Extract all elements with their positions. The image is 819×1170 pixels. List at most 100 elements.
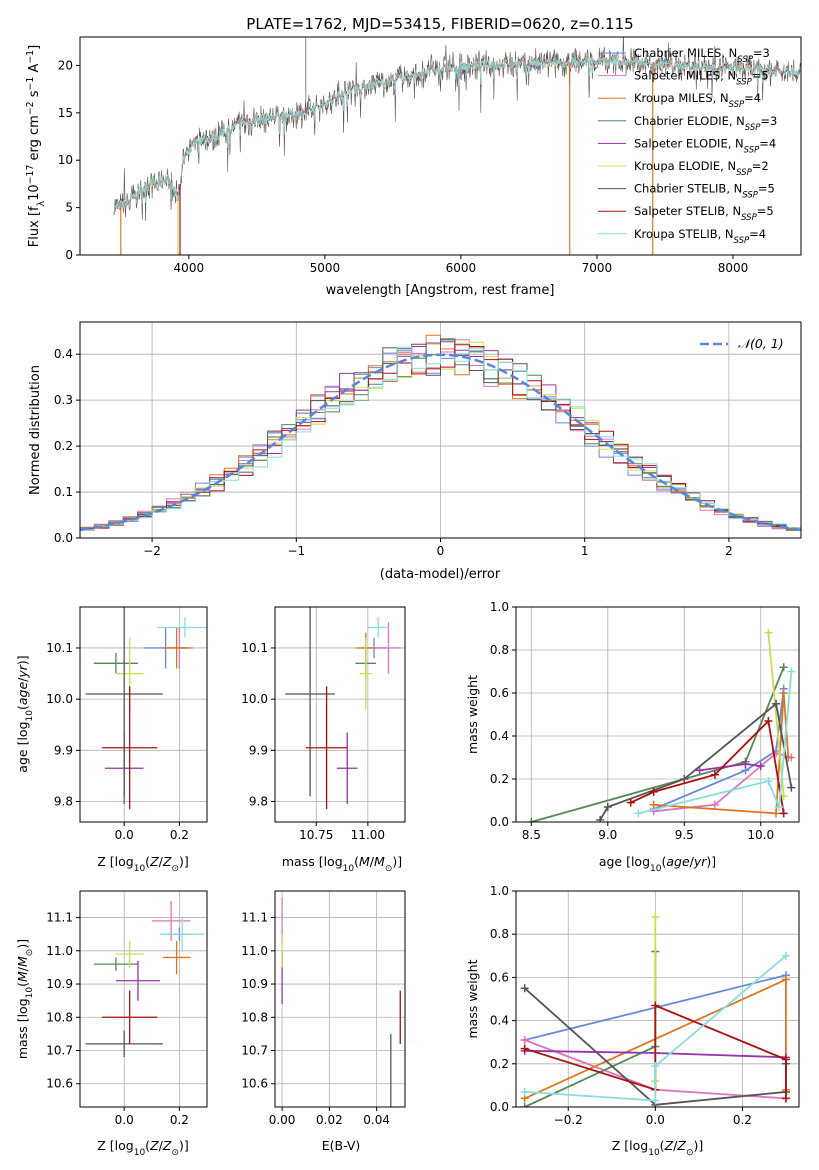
weight-marker-kroupa-stelib	[651, 1096, 660, 1105]
weight-marker-chabrier-elodie	[520, 1103, 529, 1107]
legend-text-sub: SSP	[741, 213, 757, 223]
weight-marker-salpeter-stelib	[781, 1094, 790, 1103]
figure-title: PLATE=1762, MJD=53415, FIBERID=0620, z=0…	[246, 15, 633, 33]
x-axis-label-part: ⊙	[385, 864, 393, 874]
x-axis-label-part: (	[145, 854, 150, 869]
weight-marker-kroupa-stelib	[634, 809, 643, 818]
weight-line-kroupa-stelib	[638, 671, 793, 815]
x-tick-label: 0.0	[646, 1113, 665, 1127]
legend-entry-kroupa-miles: Kroupa MILES, NSSP=4	[634, 91, 761, 110]
y-tick-label: 15	[58, 106, 73, 120]
y-axis-label-part: s	[27, 90, 42, 101]
weight-marker-kroupa-miles	[781, 975, 790, 984]
plot-area	[281, 897, 401, 1107]
y-tick-label: 0.4	[490, 729, 509, 743]
y-axis-label-part: (	[15, 982, 30, 987]
legend-text-base: Salpeter ELODIE, N	[634, 136, 744, 150]
error-point-kroupa-miles	[162, 627, 191, 669]
y-tick-label: 0.6	[490, 970, 509, 984]
y-axis-label-part: ]	[27, 45, 42, 50]
x-axis-label-part: Z [log	[97, 1138, 133, 1153]
y-tick-label: 10.9	[241, 977, 268, 991]
y-tick-label: 10.6	[241, 1077, 268, 1091]
weight-marker-salpeter-stelib	[764, 716, 773, 725]
legend-text-tail: =4	[759, 136, 776, 150]
weight-line-kroupa-elodie	[767, 632, 785, 797]
x-axis-label-part: M	[374, 854, 385, 869]
normal-curve	[80, 353, 801, 532]
legend-text-sub: SSP	[737, 55, 753, 65]
weight-marker-kroupa-elodie	[764, 628, 773, 637]
error-point-salpeter-stelib	[102, 686, 158, 810]
legend-text-tail: =5	[752, 69, 769, 83]
x-axis-label-part: )]	[392, 854, 402, 869]
x-axis-label-part: M	[359, 854, 370, 869]
x-tick-label: 9.0	[598, 828, 617, 842]
y-tick-label: 10	[58, 153, 73, 167]
weight-marker-chabrier-stelib	[787, 783, 796, 792]
x-axis-label-part: (	[660, 1138, 665, 1153]
x-axis-label-part: )]	[179, 1138, 189, 1153]
plot-area	[80, 334, 801, 533]
y-tick-label: 10.9	[46, 977, 73, 991]
x-axis-label: age [log10(age/yr)]	[599, 854, 716, 874]
legend-text-tail: =5	[758, 182, 775, 196]
x-tick-label: −0.2	[554, 1113, 583, 1127]
y-tick-label: 11.1	[241, 911, 268, 925]
plot-area	[520, 912, 790, 1107]
plot-frame	[274, 606, 406, 823]
plot-area	[85, 900, 205, 1058]
x-tick-label: 0.2	[170, 828, 189, 842]
weight-marker-kroupa-stelib	[651, 1061, 660, 1070]
y-axis-label: Normed distribution	[28, 365, 43, 495]
residual-histogram-panel: 𝒩(0, 1) −2 −1 0 1 2 0.0 0.1 0.2 0.3 0.4 (data-model…	[28, 321, 802, 582]
mass-vs-reddening-panel: 0.00 0.02 0.04 10.6 10.7 10.8 10.9 11.0 11.1 E(B-…	[241, 890, 406, 1153]
legend-text-base: Kroupa ELODIE, N	[634, 159, 736, 173]
x-axis-label-part: 10	[650, 864, 662, 874]
x-axis-label-part: ⊙	[171, 864, 179, 874]
legend-entry-kroupa-elodie: Kroupa ELODIE, NSSP=2	[634, 159, 769, 178]
weight-marker-kroupa-stelib	[764, 777, 773, 786]
y-axis-label-part: 10	[25, 710, 35, 722]
y-tick-label: 10.0	[46, 692, 73, 706]
error-point-salpeter-elodie	[336, 732, 358, 805]
y-axis-label-part: −2	[25, 101, 36, 115]
y-axis-label: Flux [fλ10−17 erg cm−2 s−1 A−1]	[25, 45, 47, 247]
x-axis-label-part: Z	[162, 854, 172, 869]
y-tick-label: 0.0	[54, 531, 73, 545]
error-point-salpeter-elodie	[115, 960, 161, 1001]
legend-text-base: Chabrier ELODIE, N	[634, 114, 745, 128]
y-tick-label: 11.1	[46, 911, 73, 925]
legend-text-base: Salpeter MILES, N	[634, 69, 736, 83]
y-axis-label-part: −17	[25, 165, 36, 185]
legend-text-tail: =2	[752, 159, 769, 173]
y-axis-label-part: ⊙	[25, 949, 35, 957]
x-axis-label-part: )]	[706, 854, 716, 869]
legend-entry-salpeter-miles: Salpeter MILES, NSSP=5	[634, 69, 769, 88]
x-tick-label: 2	[725, 544, 733, 558]
y-axis-label-part: )]	[15, 655, 30, 665]
x-tick-label: 0.0	[115, 1113, 134, 1127]
weight-marker-chabrier-stelib	[596, 815, 605, 822]
legend-entry-salpeter-elodie: Salpeter ELODIE, NSSP=4	[634, 136, 776, 155]
weight-marker-kroupa-elodie	[651, 912, 660, 921]
y-axis-label-part: λ	[36, 200, 47, 206]
x-axis-label-part: )]	[179, 854, 189, 869]
weight-marker-salpeter-elodie	[756, 762, 765, 771]
y-axis-label-part: M	[15, 971, 30, 982]
legend-text-tail: =4	[744, 91, 761, 105]
x-axis-label-part: /	[159, 1138, 164, 1153]
legend-text-base: Kroupa MILES, N	[634, 91, 729, 105]
error-point-chabrier-stelib	[85, 607, 163, 797]
legend-text-tail: =3	[760, 114, 777, 128]
plot-frame	[515, 890, 800, 1108]
x-axis-label: mass [log10(M/M⊙)]	[282, 854, 402, 874]
y-axis-label-part: mass [log	[15, 998, 30, 1059]
x-axis-label-part: /	[159, 854, 164, 869]
error-point-kroupa-miles	[162, 940, 191, 975]
x-axis-label-part: Z	[162, 1138, 172, 1153]
x-axis-label-part: /	[673, 1138, 678, 1153]
